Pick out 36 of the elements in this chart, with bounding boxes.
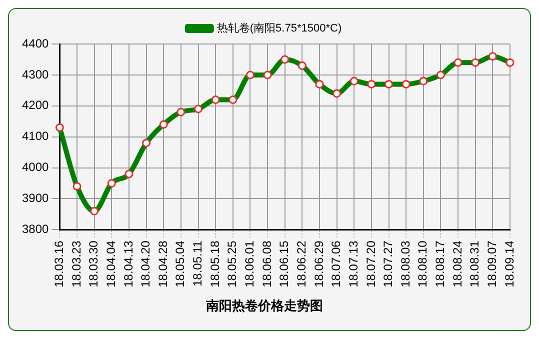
x-tick-label: 18.06.29 bbox=[312, 240, 326, 288]
x-tick-label: 18.08.17 bbox=[433, 240, 448, 288]
x-tick-label: 18.07.06 bbox=[329, 240, 344, 288]
x-tick-label: 18.07.27 bbox=[381, 240, 396, 288]
x-tick-label: 18.07.13 bbox=[346, 240, 360, 288]
x-tick-label: 18.03.16 bbox=[52, 240, 66, 288]
x-tick-label: 18.08.03 bbox=[398, 240, 412, 288]
x-tick-label: 18.04.20 bbox=[138, 240, 153, 288]
y-tick-label: 4100 bbox=[22, 129, 50, 144]
x-tick-label: 18.07.20 bbox=[364, 240, 378, 288]
legend-label: 热轧卷(南阳5.75*1500*C) bbox=[216, 22, 342, 35]
y-tick-label: 4300 bbox=[22, 67, 50, 82]
x-tick-label: 18.05.25 bbox=[225, 240, 240, 288]
y-tick-label: 4400 bbox=[22, 36, 50, 50]
x-tick-label: 18.05.11 bbox=[190, 240, 205, 287]
text: 南阳热卷价格走势图 bbox=[205, 298, 323, 313]
y-tick-label: 4200 bbox=[22, 98, 50, 112]
x-tick-label: 18.08.31 bbox=[468, 240, 482, 288]
x-tick-label: 18.06.15 bbox=[277, 240, 292, 288]
x-tick-label: 18.05.04 bbox=[173, 240, 188, 288]
x-tick-label: 18.05.18 bbox=[208, 240, 222, 288]
x-tick-label: 18.03.30 bbox=[86, 240, 101, 288]
y-tick-label: 4000 bbox=[22, 160, 50, 174]
x-tick-label: 18.06.08 bbox=[260, 240, 274, 288]
x-tick-label: 18.06.22 bbox=[294, 240, 308, 288]
x-tick-label: 18.09.14 bbox=[502, 240, 516, 288]
x-tick-label: 18.04.13 bbox=[121, 240, 136, 288]
x-tick-label: 18.04.04 bbox=[104, 240, 118, 288]
y-tick-label: 3800 bbox=[22, 222, 50, 236]
x-tick-label: 18.06.01 bbox=[242, 240, 257, 288]
x-tick-label: 18.04.28 bbox=[156, 240, 170, 288]
y-tick-label: 3900 bbox=[22, 191, 50, 206]
x-tick-label: 18.08.10 bbox=[416, 240, 430, 288]
x-tick-label: 18.03.23 bbox=[69, 240, 84, 288]
x-tick-label: 18.08.24 bbox=[450, 240, 464, 288]
x-tick-label: 18.09.07 bbox=[484, 240, 499, 288]
